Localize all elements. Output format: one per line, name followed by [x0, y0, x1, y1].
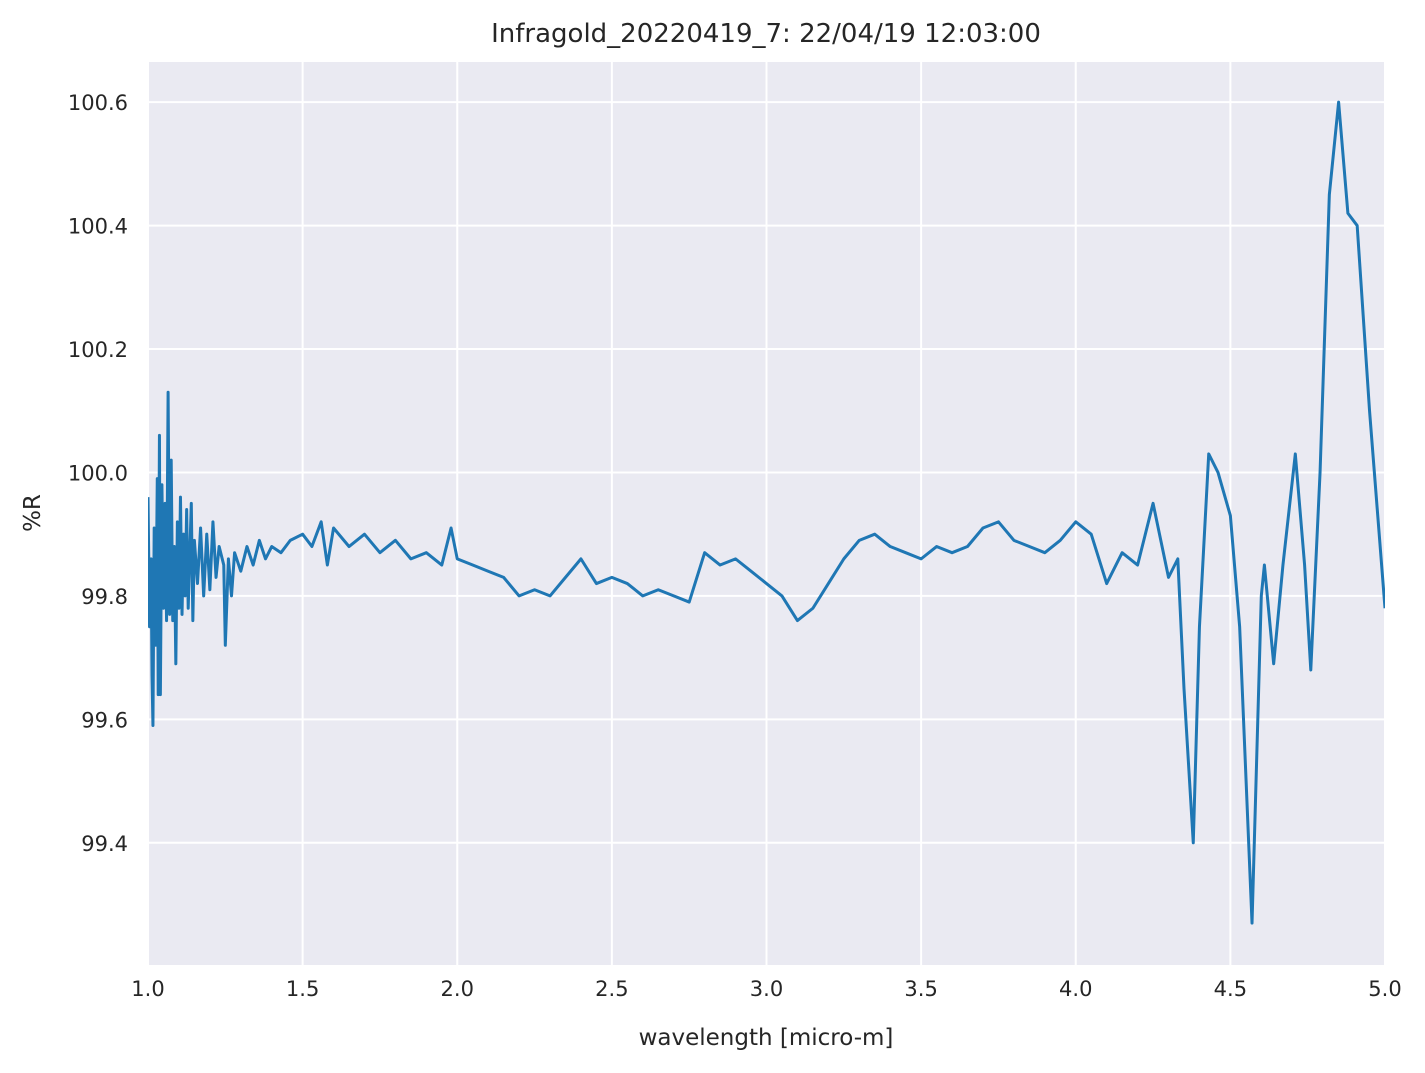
y-axis-label: %R	[20, 494, 46, 532]
x-tick-label: 2.5	[595, 977, 628, 1001]
x-tick-label: 3.0	[750, 977, 783, 1001]
data-line	[148, 100, 1385, 925]
x-tick-label: 5.0	[1368, 977, 1401, 1001]
chart-title: Infragold_20220419_7: 22/04/19 12:03:00	[491, 19, 1041, 49]
x-tick-label: 4.0	[1059, 977, 1092, 1001]
x-axis-label: wavelength [micro-m]	[639, 1025, 894, 1051]
y-tick-label: 100.2	[68, 338, 128, 362]
x-tick-label: 1.5	[286, 977, 319, 1001]
y-tick-label: 100.6	[68, 91, 128, 115]
marks	[148, 100, 1385, 925]
x-tick-label: 3.5	[904, 977, 937, 1001]
x-tick-label: 2.0	[441, 977, 474, 1001]
x-tick-label: 1.0	[131, 977, 164, 1001]
y-tick-label: 99.4	[81, 832, 128, 856]
y-tick-label: 99.6	[81, 708, 128, 732]
x-tick-label: 4.5	[1214, 977, 1247, 1001]
grid	[147, 62, 1386, 965]
y-tick-label: 100.4	[68, 215, 128, 239]
y-tick-label: 99.8	[81, 585, 128, 609]
y-tick-label: 100.0	[68, 461, 128, 485]
